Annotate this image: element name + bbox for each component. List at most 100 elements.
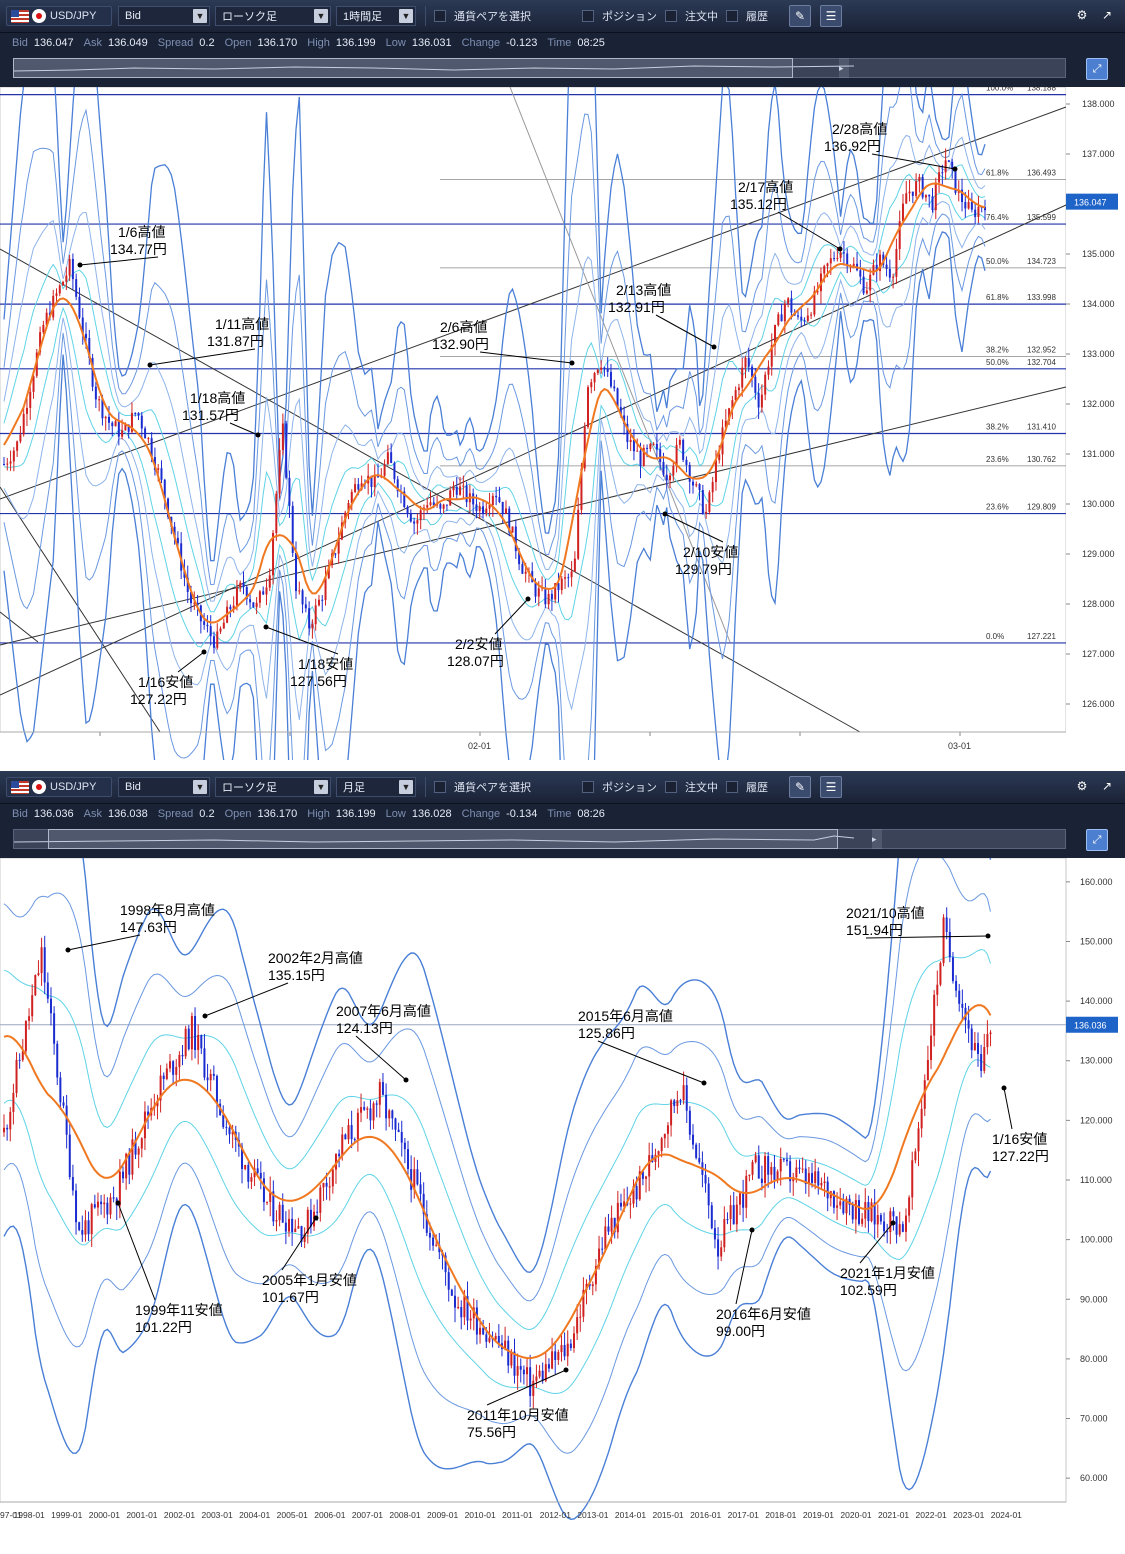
candle — [147, 1111, 150, 1116]
fib-pct-label: 38.2% — [986, 345, 1009, 354]
layout-icon[interactable]: ☰ — [820, 776, 842, 798]
candle — [748, 1174, 751, 1176]
chart-type-select[interactable]: ローソク足 ▼ — [215, 6, 331, 26]
candle — [495, 495, 498, 498]
checkbox[interactable] — [434, 781, 446, 793]
jp-flag-icon — [32, 9, 46, 23]
price-type-value: Bid — [125, 781, 141, 793]
candle — [939, 963, 942, 985]
candle — [75, 279, 78, 297]
candle — [513, 1351, 516, 1376]
monthly-chart-plot[interactable]: 60.000 70.000 80.000 90.000 100.000 110.000 12… — [0, 858, 1125, 1554]
select-pair-label: 通貨ペアを選択 — [454, 782, 531, 794]
currency-pair-select[interactable]: USD/JPY — [6, 6, 112, 26]
candle — [708, 492, 711, 512]
candle — [757, 392, 760, 408]
bollinger-band — [3, 1059, 991, 1395]
candle — [848, 1198, 851, 1205]
checkbox[interactable] — [582, 10, 594, 22]
candle — [885, 264, 888, 269]
candle — [989, 1032, 992, 1035]
select-pair-toggle[interactable]: 通貨ペアを選択 — [425, 777, 565, 797]
orders-toggle[interactable]: 注文中 — [665, 777, 718, 797]
candle — [455, 486, 458, 495]
navigator-sparkline — [13, 835, 855, 843]
candle — [867, 1202, 870, 1222]
candle — [774, 325, 777, 346]
change-key: Change — [461, 807, 501, 820]
candle — [413, 1169, 416, 1190]
chart-type-select[interactable]: ローソク足 ▼ — [215, 777, 331, 797]
checkbox[interactable] — [582, 781, 594, 793]
bollinger-band — [3, 192, 986, 648]
navigator-window[interactable] — [13, 58, 793, 78]
popout-icon[interactable]: ↗ — [1101, 779, 1113, 793]
candle — [711, 482, 714, 493]
timeframe-select[interactable]: 1時間足 ▼ — [336, 6, 416, 26]
gear-icon[interactable]: ⚙ — [1076, 779, 1088, 793]
layout-icon[interactable]: ☰ — [820, 5, 842, 27]
candle — [501, 501, 504, 514]
price-type-select[interactable]: Bid ▼ — [118, 777, 210, 797]
popout-icon[interactable]: ↗ — [1101, 8, 1113, 22]
spread-value: 0.2 — [199, 807, 215, 820]
candle — [718, 454, 721, 461]
candle — [400, 1131, 403, 1143]
candle — [215, 1075, 218, 1104]
checkbox[interactable] — [434, 10, 446, 22]
position-toggle[interactable]: ポジション — [582, 777, 657, 797]
draw-tool-icon[interactable]: ✎ — [789, 5, 811, 27]
navigator-window[interactable] — [48, 829, 838, 849]
candle — [551, 1351, 554, 1369]
candle — [641, 1171, 644, 1179]
annotation-value: 125.86円 — [578, 1025, 635, 1041]
annotation-arrow — [204, 982, 289, 1017]
navigator-right-handle[interactable]: ▸ — [839, 58, 849, 78]
candle — [90, 1204, 93, 1235]
candle — [475, 504, 478, 512]
orders-toggle[interactable]: 注文中 — [665, 6, 718, 26]
orders-label: 注文中 — [685, 782, 718, 794]
currency-pair-select[interactable]: USD/JPY — [6, 777, 112, 797]
candle — [728, 408, 731, 421]
candle — [723, 1219, 726, 1248]
checkbox[interactable] — [665, 781, 677, 793]
draw-tool-icon[interactable]: ✎ — [789, 776, 811, 798]
bollinger-band — [3, 213, 986, 760]
zoom-fit-icon[interactable]: ⤢ — [1086, 829, 1108, 851]
timeframe-select[interactable]: 月足 ▼ — [336, 777, 416, 797]
spread-key: Spread — [157, 36, 194, 49]
candle — [889, 1211, 892, 1233]
candle — [807, 1173, 810, 1185]
candle — [229, 606, 232, 610]
price-type-select[interactable]: Bid ▼ — [118, 6, 210, 26]
checkbox[interactable] — [665, 10, 677, 22]
checkbox[interactable] — [726, 10, 738, 22]
history-toggle[interactable]: 履歴 — [726, 777, 768, 797]
zoom-fit-icon[interactable]: ⤢ — [1086, 58, 1108, 80]
checkbox[interactable] — [726, 781, 738, 793]
candle — [547, 593, 550, 605]
candle — [219, 628, 222, 632]
candle — [717, 1239, 720, 1257]
history-toggle[interactable]: 履歴 — [726, 6, 768, 26]
hourly-chart-plot[interactable]: 126.000 127.000 128.000 129.000 130.000 131.0… — [0, 87, 1125, 760]
candle — [334, 1153, 337, 1170]
navigator-right-handle[interactable]: ▸ — [872, 829, 882, 849]
candle — [731, 400, 734, 409]
moving-average — [3, 182, 986, 624]
arrow-head-icon — [65, 947, 71, 953]
candle — [806, 315, 809, 321]
candle — [596, 369, 599, 374]
candle — [967, 1020, 970, 1029]
position-toggle[interactable]: ポジション — [582, 6, 657, 26]
select-pair-toggle[interactable]: 通貨ペアを選択 — [425, 6, 565, 26]
y-tick-label: 130.000 — [1082, 499, 1115, 509]
gear-icon[interactable]: ⚙ — [1076, 8, 1088, 22]
candle — [186, 577, 189, 593]
candle — [24, 1020, 27, 1052]
candle — [372, 1103, 375, 1121]
candle — [112, 1197, 115, 1199]
candle — [737, 387, 740, 391]
fib-pct-label: 76.4% — [986, 213, 1009, 222]
